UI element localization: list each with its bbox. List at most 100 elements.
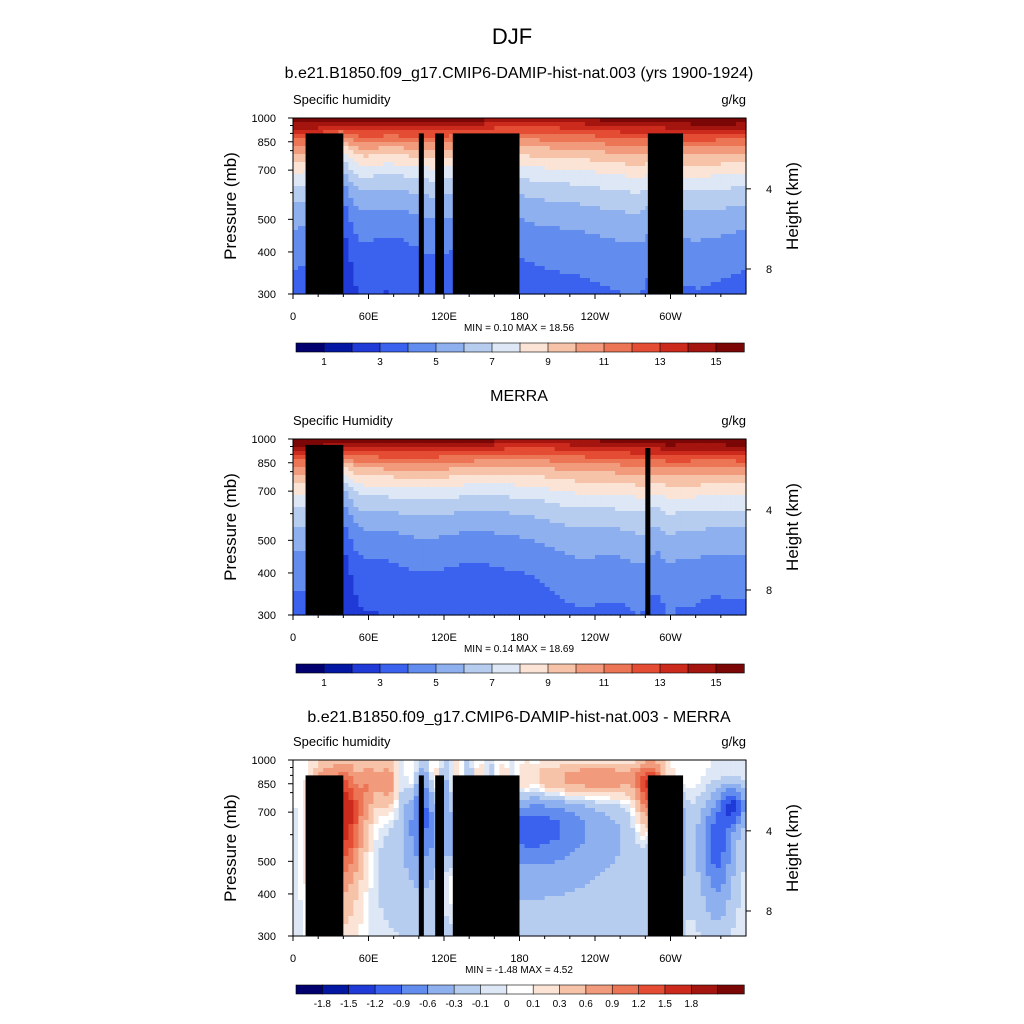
contour-cell	[519, 150, 526, 155]
contour-cell	[348, 130, 354, 135]
contour-cell	[635, 246, 641, 251]
contour-cell	[740, 122, 747, 127]
contour-cell	[695, 150, 702, 155]
contour-cell	[595, 150, 601, 155]
contour-cell	[640, 234, 646, 239]
contour-cell	[293, 198, 299, 203]
contour-cell	[534, 210, 541, 215]
contour-cell	[444, 122, 450, 127]
contour-cell	[735, 170, 742, 175]
contour-cell	[378, 142, 385, 147]
contour-cell	[574, 447, 581, 452]
contour-cell	[640, 194, 646, 199]
contour-cell	[554, 210, 561, 215]
contour-cell	[680, 154, 687, 159]
contour-cell	[650, 467, 656, 472]
contour-cell	[444, 463, 450, 468]
contour-cell	[499, 130, 505, 135]
contour-cell	[710, 278, 717, 283]
contour-cell	[725, 439, 732, 444]
contour-cell	[589, 194, 596, 199]
contour-cell	[630, 118, 636, 123]
contour-cell	[700, 206, 707, 211]
contour-cell	[720, 230, 727, 235]
contour-cell	[383, 162, 390, 167]
contour-cell	[715, 206, 722, 211]
contour-cell	[343, 178, 349, 183]
contour-cell	[298, 202, 304, 207]
contour-cell	[403, 455, 410, 460]
contour-cell	[428, 226, 435, 231]
contour-cell	[685, 210, 692, 215]
contour-cell	[393, 206, 400, 211]
contour-cell	[534, 447, 541, 452]
contour-cell	[358, 178, 365, 183]
contour-cell	[660, 455, 667, 460]
contour-cell	[685, 290, 692, 295]
contour-cell	[680, 471, 687, 476]
contour-cell	[388, 266, 395, 271]
contour-cell	[635, 158, 641, 163]
contour-cell	[298, 126, 304, 131]
contour-cell	[438, 471, 445, 476]
contour-cell	[605, 118, 611, 123]
contour-cell	[534, 286, 541, 291]
contour-cell	[730, 134, 737, 139]
contour-cell	[363, 118, 370, 123]
contour-cell	[459, 475, 465, 480]
contour-cell	[579, 439, 586, 444]
contour-cell	[293, 190, 299, 195]
contour-cell	[630, 202, 636, 207]
contour-cell	[469, 447, 475, 452]
contour-cell	[534, 274, 541, 279]
contour-cell	[423, 463, 430, 468]
contour-cell	[705, 218, 712, 223]
contour-cell	[625, 459, 631, 464]
contour-cell	[635, 178, 641, 183]
contour-cell	[730, 198, 737, 203]
contour-cell	[640, 218, 646, 223]
contour-cell	[589, 214, 596, 219]
contour-cell	[559, 174, 566, 179]
contour-cell	[730, 262, 737, 267]
contour-cell	[398, 250, 405, 255]
contour-cell	[725, 234, 732, 239]
contour-cell	[343, 459, 349, 464]
contour-cell	[529, 467, 536, 472]
contour-cell	[700, 138, 707, 143]
contour-cell	[293, 254, 299, 259]
contour-cell	[635, 170, 641, 175]
contour-cell	[579, 238, 586, 243]
contour-cell	[564, 447, 571, 452]
contour-cell	[348, 439, 354, 444]
contour-cell	[408, 286, 415, 291]
contour-cell	[373, 210, 380, 215]
contour-cell	[640, 286, 646, 291]
contour-cell	[413, 258, 420, 263]
contour-cell	[595, 202, 601, 207]
contour-cell	[353, 463, 360, 468]
contour-cell	[569, 230, 576, 235]
contour-cell	[740, 258, 747, 263]
contour-cell	[620, 262, 626, 267]
colorbar-box	[603, 342, 633, 353]
contour-cell	[378, 471, 385, 476]
contour-cell	[625, 250, 631, 255]
contour-cell	[579, 230, 586, 235]
contour-cell	[539, 178, 546, 183]
contour-cell	[705, 190, 712, 195]
contour-cell	[398, 206, 405, 211]
contour-cell	[680, 475, 687, 480]
contour-cell	[519, 226, 526, 231]
contour-cell	[564, 218, 571, 223]
contour-cell	[569, 142, 576, 147]
contour-cell	[423, 290, 430, 295]
contour-cell	[559, 154, 566, 159]
contour-cell	[700, 459, 707, 464]
contour-cell	[529, 150, 536, 155]
contour-cell	[705, 162, 712, 167]
contour-cell	[715, 278, 722, 283]
contour-cell	[494, 471, 500, 476]
contour-cell	[730, 194, 737, 199]
contour-cell	[579, 290, 586, 295]
